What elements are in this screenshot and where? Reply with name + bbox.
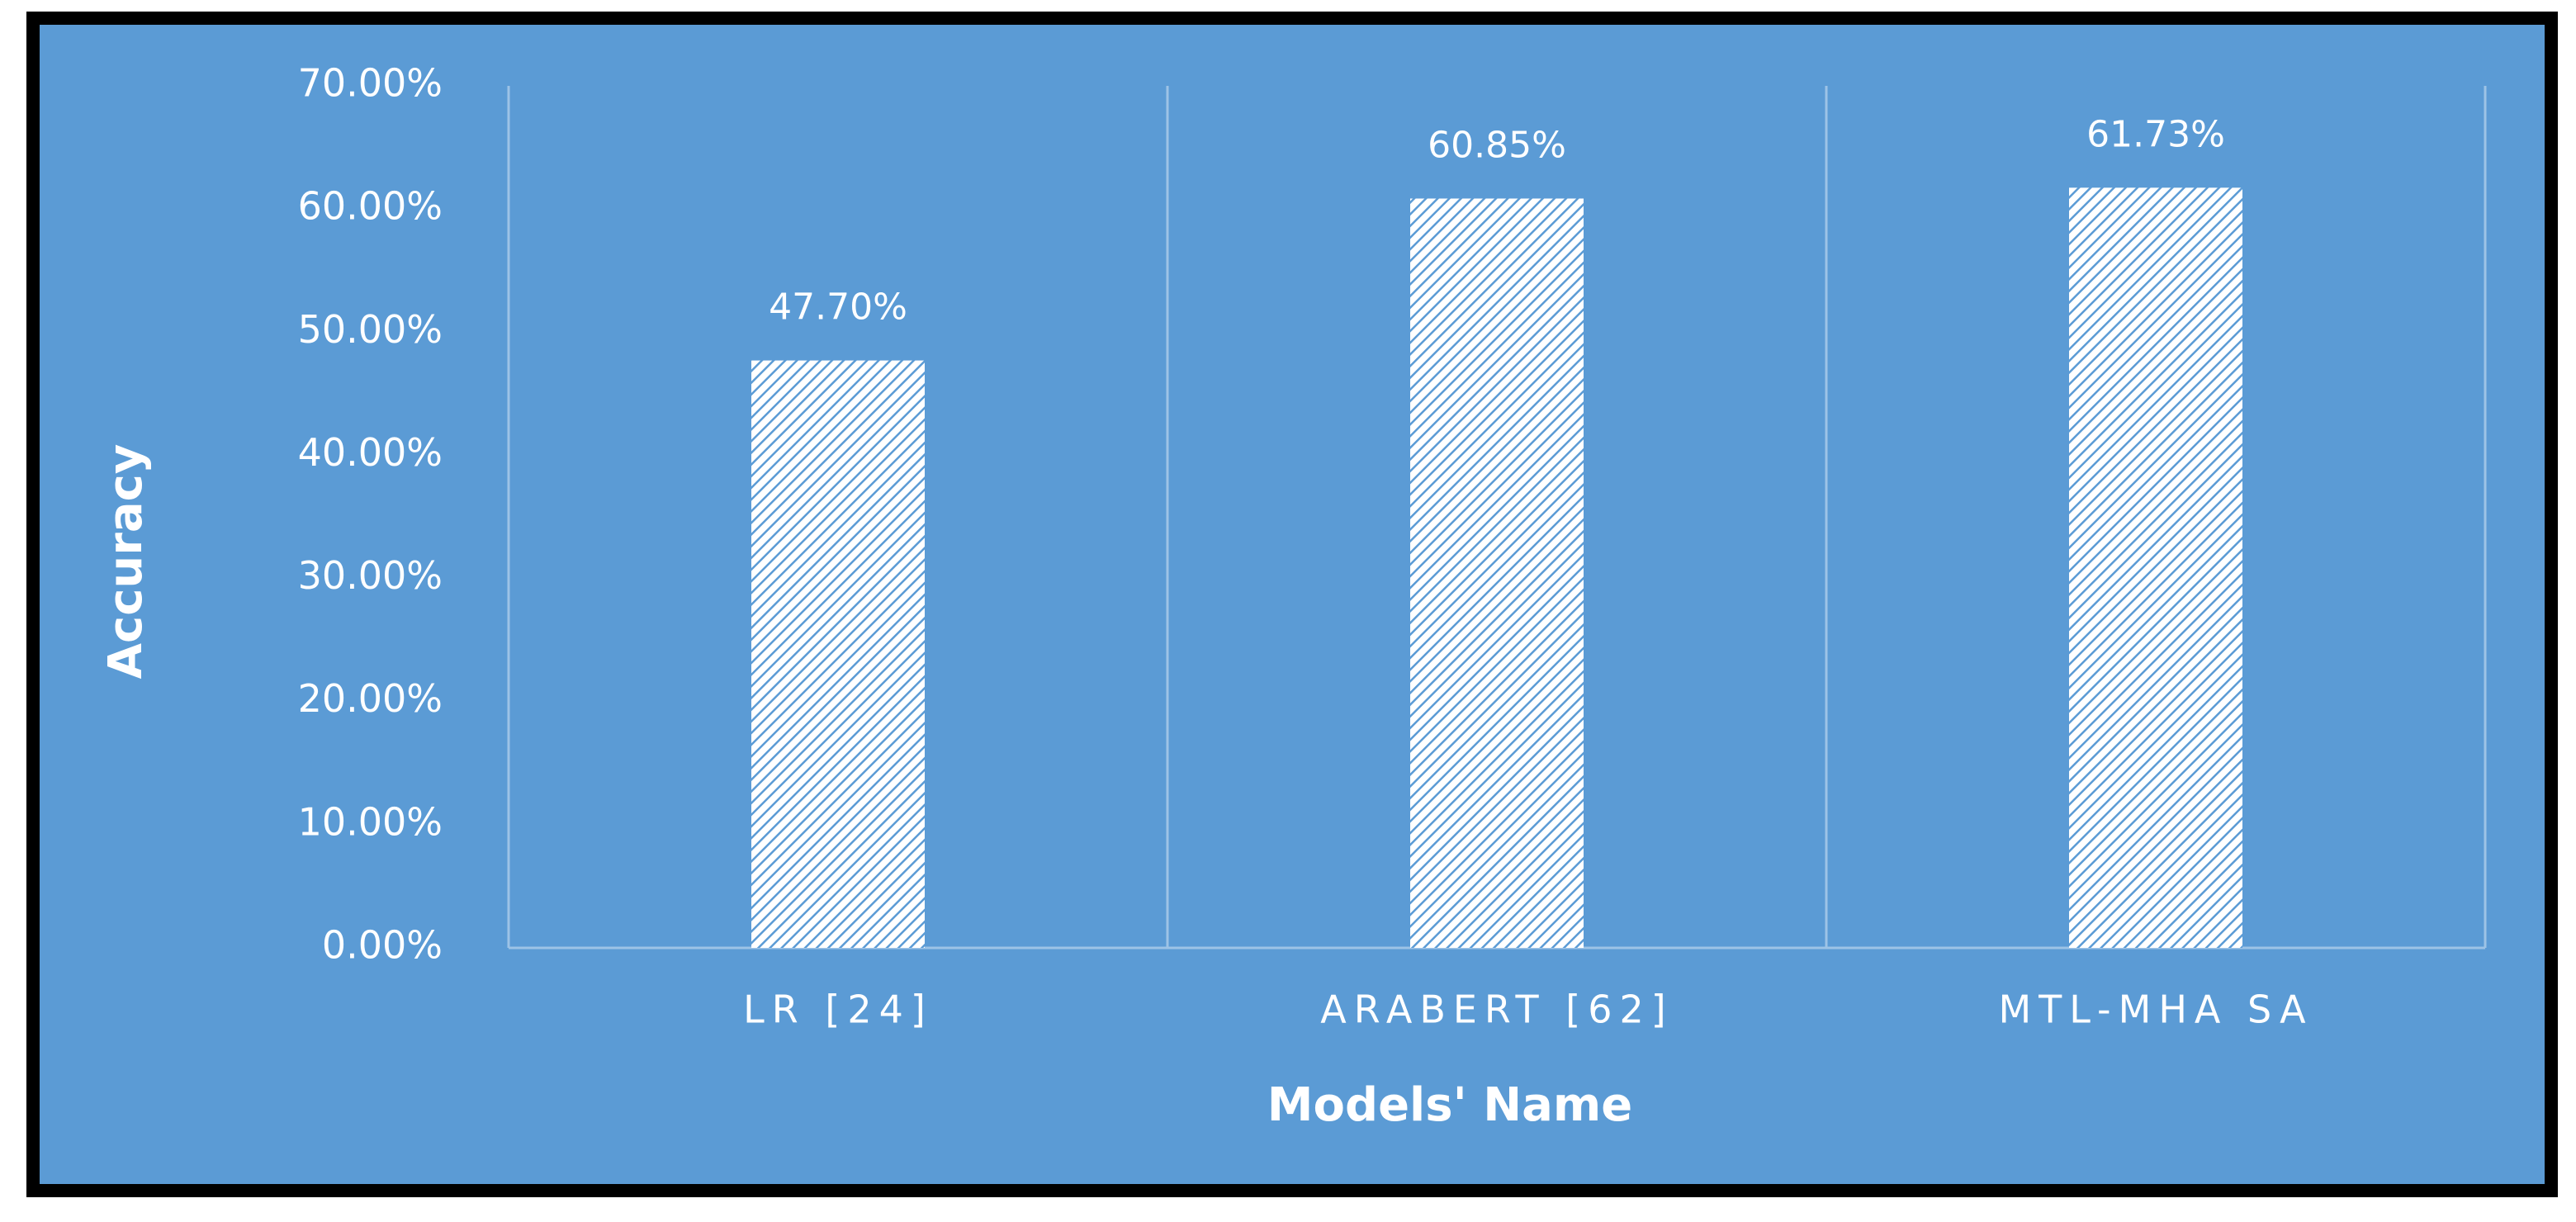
- x-axis-title: Models' Name: [1267, 1078, 1632, 1132]
- x-tick-label: ARABERT [62]: [1320, 988, 1673, 1032]
- y-tick-label: 0.00%: [322, 923, 443, 968]
- x-tick-label: MTL-MHA SA: [1998, 988, 2313, 1032]
- data-label: 61.73%: [2086, 113, 2225, 155]
- data-label: 47.70%: [769, 287, 907, 329]
- y-axis-title: Accuracy: [99, 444, 153, 680]
- bar: [1410, 198, 1584, 949]
- y-tick-label: 40.00%: [298, 430, 443, 475]
- y-tick-label: 60.00%: [298, 184, 443, 229]
- bar: [751, 360, 925, 948]
- y-tick-label: 30.00%: [298, 553, 443, 598]
- y-tick-label: 50.00%: [298, 307, 443, 352]
- y-tick-label: 20.00%: [298, 676, 443, 721]
- y-tick-label: 10.00%: [298, 799, 443, 844]
- y-tick-label: 70.00%: [298, 61, 443, 106]
- data-label: 60.85%: [1428, 124, 1566, 166]
- x-tick-label: LR [24]: [743, 988, 933, 1032]
- bar: [2069, 187, 2242, 949]
